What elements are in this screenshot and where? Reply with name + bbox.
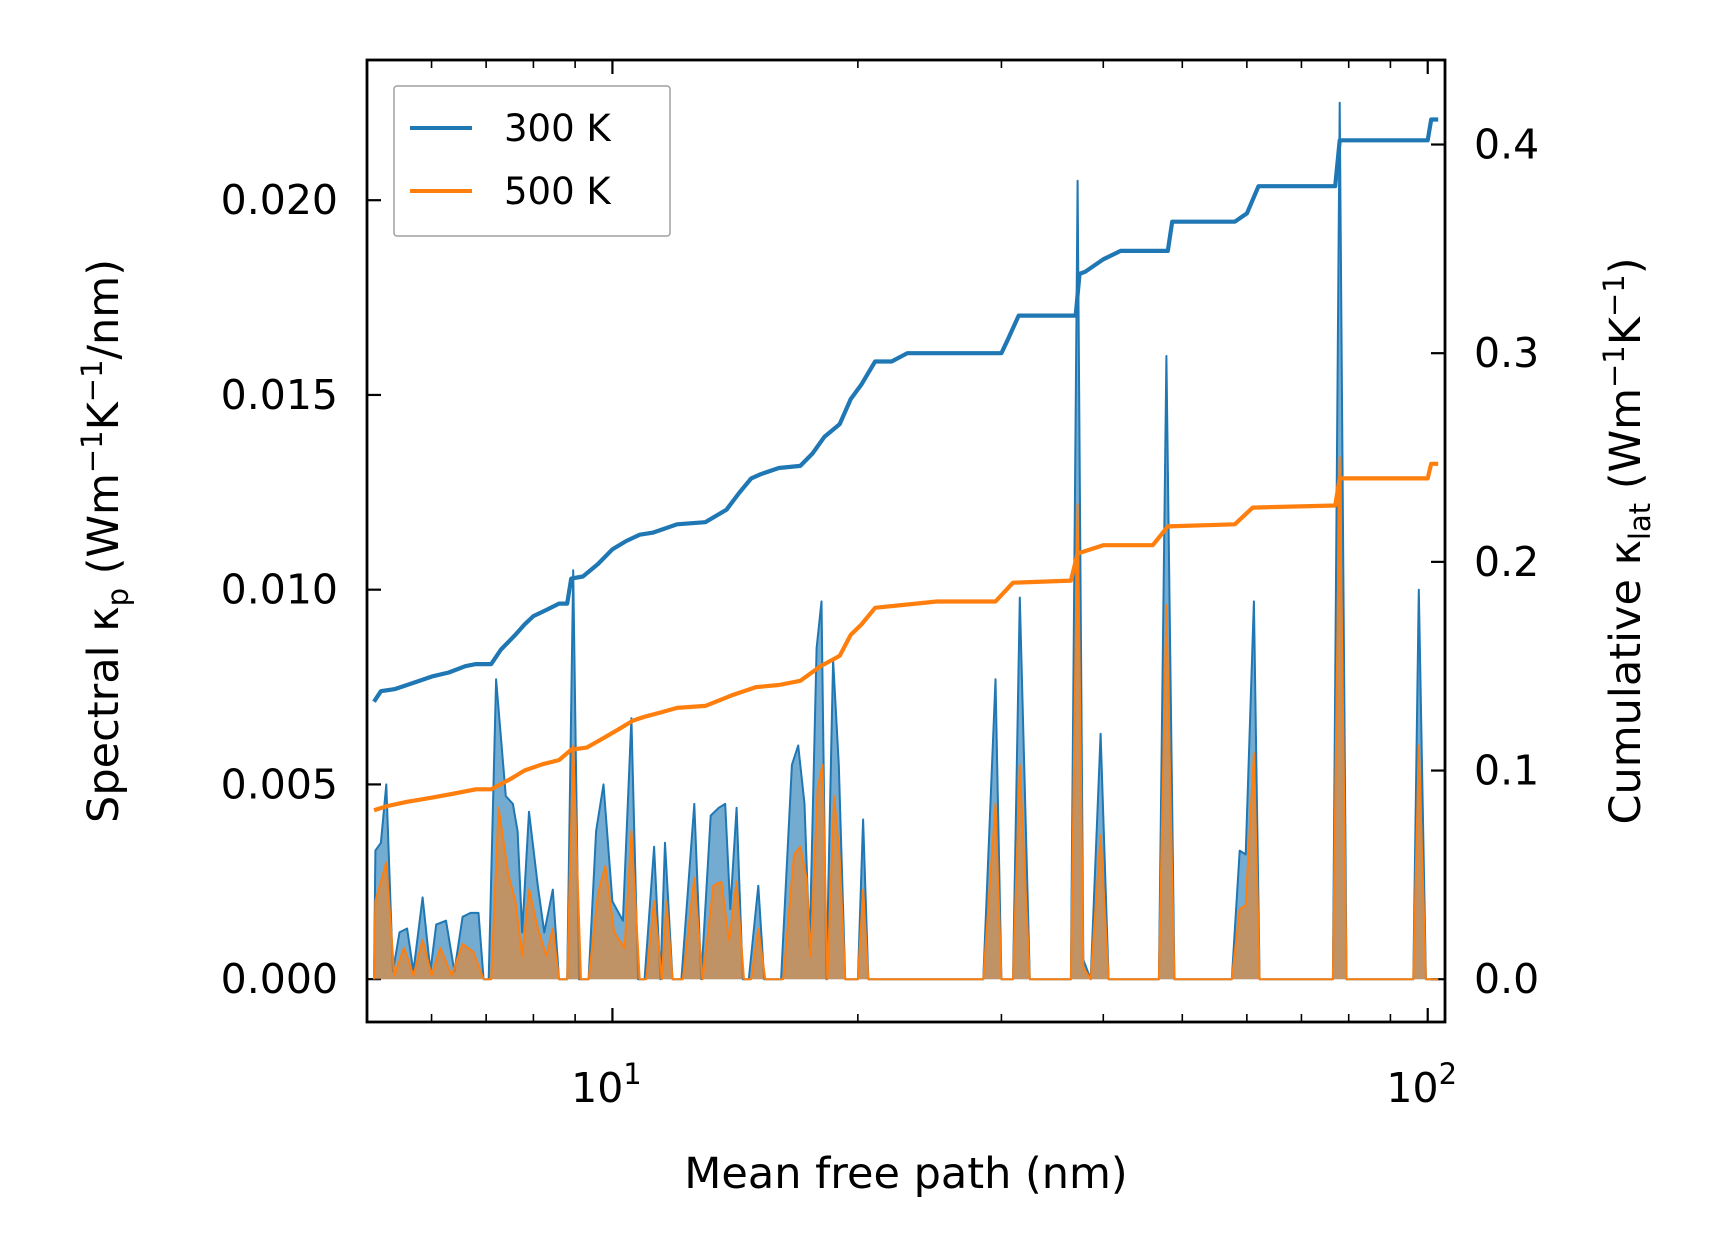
ticks-layer: 0.000 0.005 0.010 0.015 0.020 0.0 0.1 0.2 0.3 0.4…: [221, 60, 1539, 1112]
legend-box: [393, 85, 671, 237]
y-left-tick-label: 0.020: [221, 176, 338, 224]
x-tick-label: 102: [1386, 1057, 1457, 1112]
x-tick-label: 101: [571, 1057, 642, 1112]
plot-area: [372, 101, 1439, 981]
y-right-tick-label: 0.0: [1474, 955, 1539, 1003]
cumulative-line-300k: [372, 117, 1439, 703]
cumulative-line-500k: [373, 461, 1439, 813]
y-right-tick-label: 0.4: [1474, 121, 1539, 169]
y-left-tick-label: 0.005: [221, 760, 338, 808]
spectral-line-500k: [373, 456, 1439, 981]
x-axis-label: Mean free path (nm): [684, 1149, 1127, 1199]
y-axis-label-right: Cumulative κlat (Wm−1K−1): [1597, 258, 1657, 825]
y-axis-label-left: Spectral κp (Wm−1K−1/nm): [75, 259, 135, 823]
y-left-tick-label: 0.010: [221, 566, 338, 614]
y-left-tick-label: 0.015: [221, 371, 338, 419]
y-right-tick-label: 0.2: [1474, 538, 1539, 586]
legend-label-300k: 300 K: [504, 107, 612, 150]
axes-frame: [365, 58, 1447, 1024]
y-left-tick-label: 0.000: [221, 955, 338, 1003]
y-right-tick-label: 0.1: [1474, 747, 1539, 795]
y-right-tick-label: 0.3: [1474, 329, 1539, 377]
legend-label-500k: 500 K: [504, 170, 612, 213]
legend: 300 K 500 K: [393, 85, 671, 237]
